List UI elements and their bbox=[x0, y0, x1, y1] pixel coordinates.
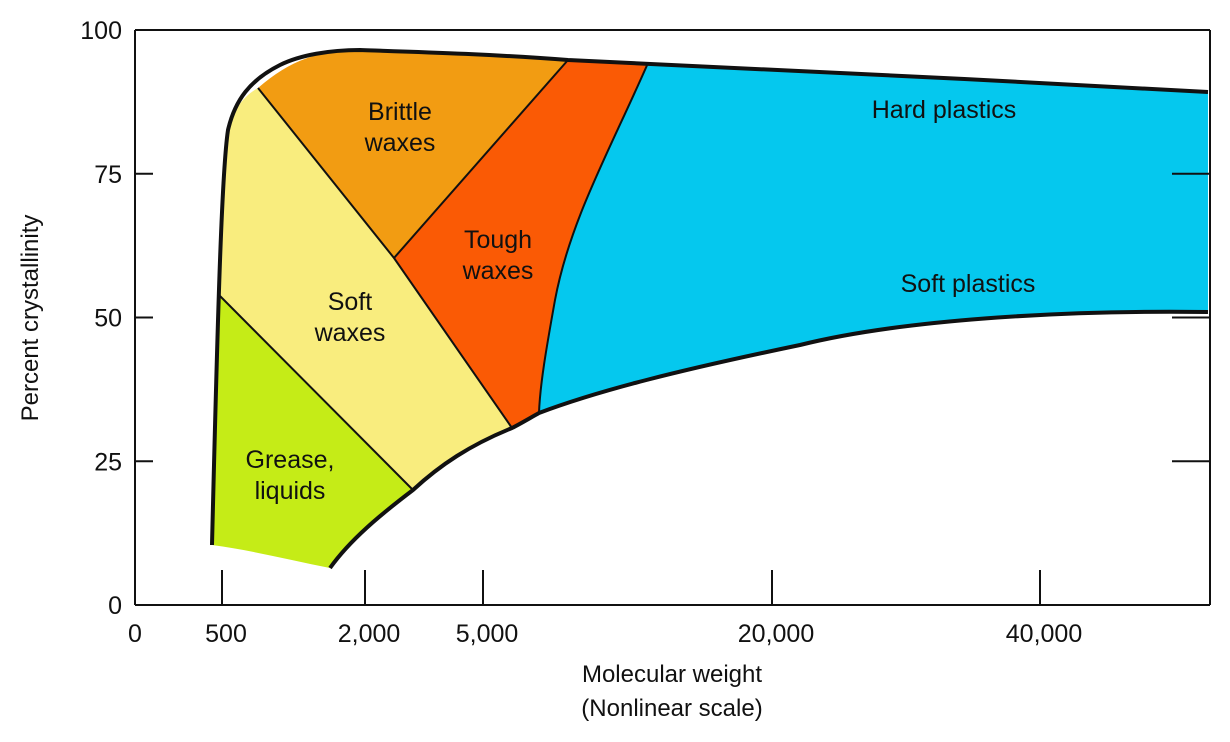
region-plastics bbox=[539, 63, 1208, 413]
x-tick-label-2000: 2,000 bbox=[338, 620, 401, 648]
region-label-grease-liquids-line-1: Grease, bbox=[246, 446, 335, 474]
brittle-tough-divider bbox=[393, 59, 569, 259]
region-label-soft-plastics-line-1: Soft plastics bbox=[901, 270, 1036, 298]
region-label-soft-waxes-line-2: waxes bbox=[314, 319, 386, 347]
x-tick-label-40000: 40,000 bbox=[1006, 620, 1082, 648]
tough-plastics-divider bbox=[538, 62, 649, 414]
region-label-brittle-waxes-line-1: Brittle bbox=[368, 98, 432, 126]
region-label-soft-waxes-line-1: Soft bbox=[328, 288, 373, 316]
y-tick-label-0: 0 bbox=[108, 592, 122, 620]
x-tick-label-0: 0 bbox=[128, 620, 142, 648]
grease-soft-divider bbox=[219, 295, 414, 491]
region-label-hard-plastics-line-1: Hard plastics bbox=[872, 96, 1017, 124]
x-axis-scale-note: (Nonlinear scale) bbox=[581, 695, 762, 722]
y-tick-label-100: 100 bbox=[80, 17, 122, 45]
region-label-brittle-waxes-line-2: waxes bbox=[364, 129, 436, 157]
region-label-tough-waxes-line-2: waxes bbox=[462, 257, 534, 285]
y-tick-label-75: 75 bbox=[94, 161, 122, 189]
upper-boundary-curve bbox=[210, 47, 1209, 546]
region-soft-waxes bbox=[220, 88, 512, 490]
x-axis-title: Molecular weight bbox=[582, 661, 762, 688]
y-axis-title: Percent crystallinity bbox=[17, 215, 44, 422]
x-tick-label-5000: 5,000 bbox=[456, 620, 519, 648]
y-tick-label-50: 50 bbox=[94, 305, 122, 333]
region-label-tough-waxes-line-1: Tough bbox=[464, 226, 532, 254]
x-tick-label-20000: 20,000 bbox=[738, 620, 814, 648]
x-tick-label-500: 500 bbox=[205, 620, 247, 648]
region-tough-waxes bbox=[394, 60, 648, 428]
region-label-grease-liquids-line-2: liquids bbox=[255, 477, 326, 505]
region-grease-liquids bbox=[212, 296, 413, 568]
region-brittle-waxes bbox=[258, 50, 568, 258]
y-tick-label-25: 25 bbox=[94, 448, 122, 476]
